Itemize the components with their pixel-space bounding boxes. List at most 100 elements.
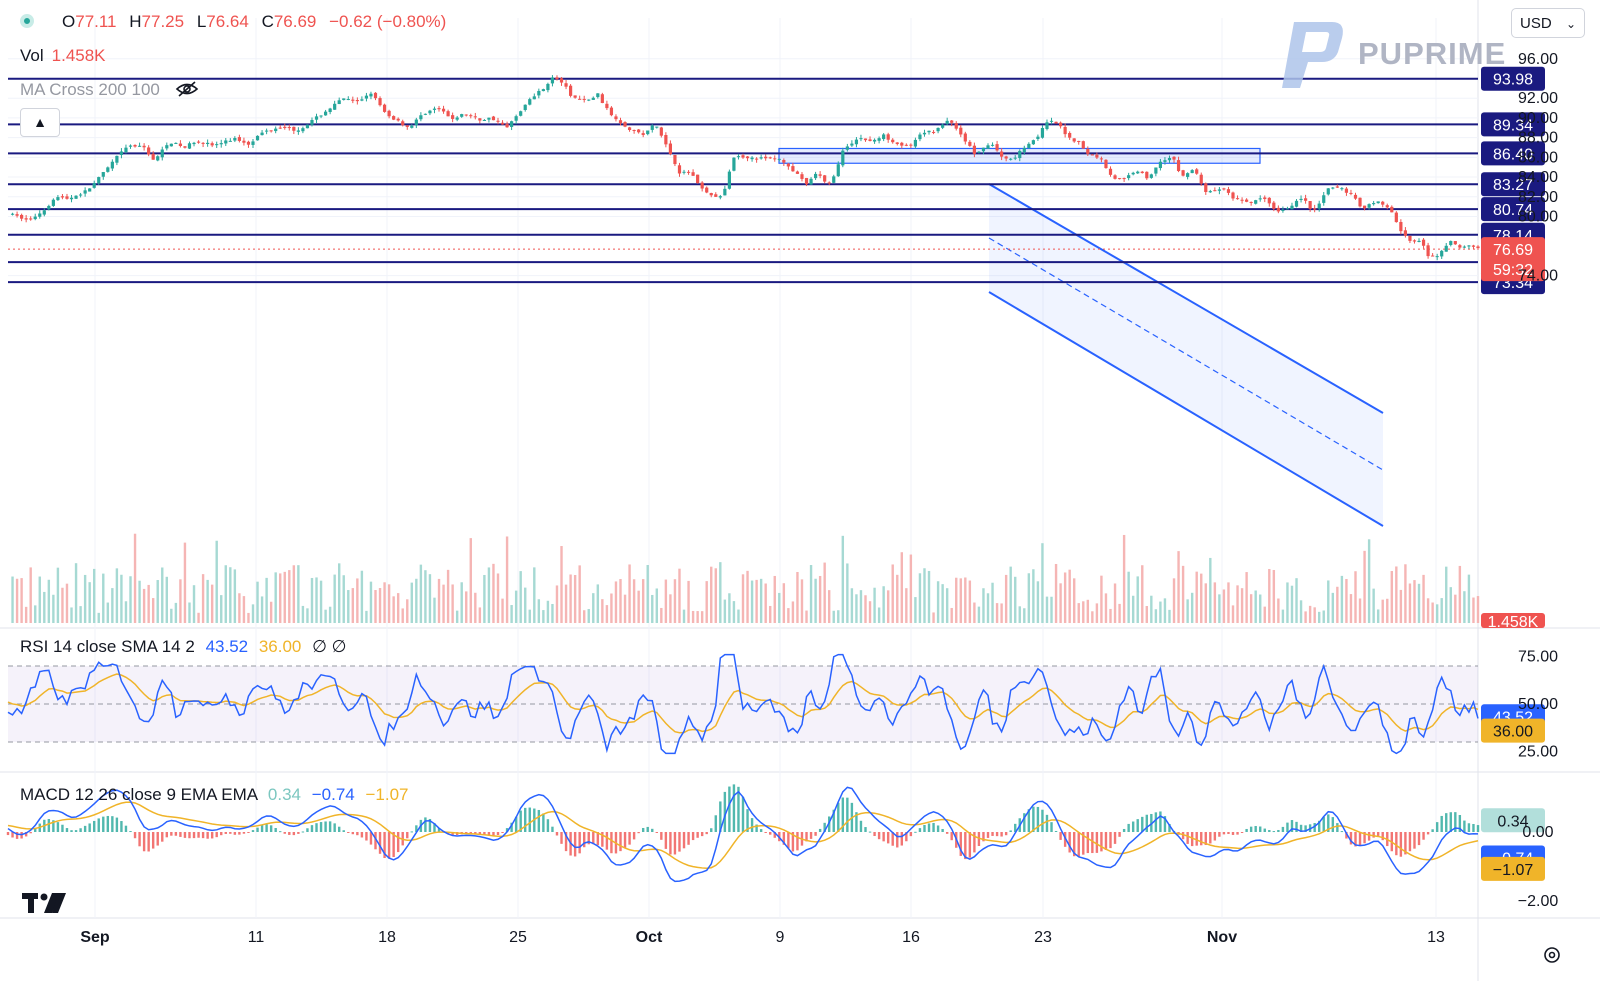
macd-histogram-bar — [1091, 832, 1094, 854]
macd-histogram-bar — [1376, 832, 1380, 837]
macd-histogram-bar — [1204, 832, 1207, 846]
macd-histogram-bar — [696, 832, 699, 838]
macd-histogram-bar — [1127, 823, 1130, 832]
candle-body — [868, 139, 872, 141]
candle-body — [841, 150, 845, 166]
volume-bar — [201, 574, 205, 623]
volume-bar — [891, 564, 894, 623]
candle-body — [936, 127, 940, 132]
candle-body — [736, 156, 741, 158]
macd-histogram-bar — [360, 832, 364, 838]
volume-bar — [1082, 601, 1085, 623]
candle-body — [115, 155, 119, 163]
candle-body — [578, 98, 582, 100]
candle-body — [1117, 178, 1122, 180]
candle-body — [1276, 207, 1280, 212]
volume-bar — [115, 568, 119, 623]
candle-body — [1326, 188, 1330, 195]
macd-histogram-bar — [560, 832, 563, 844]
volume-bar — [283, 571, 286, 623]
macd-histogram-bar — [1073, 832, 1076, 857]
macd-histogram-bar — [220, 832, 223, 836]
candle-body — [15, 214, 19, 216]
candle-body — [791, 166, 795, 172]
volume-bar — [719, 562, 722, 623]
collapse-legend-button[interactable]: ▲ — [20, 108, 60, 137]
macd-histogram-bar — [129, 831, 132, 833]
macd-histogram-bar — [700, 832, 704, 837]
volume-bar — [478, 607, 482, 623]
macd-histogram-bar — [52, 820, 55, 832]
candle-body — [1195, 169, 1199, 174]
volume-bar — [1240, 588, 1244, 623]
eye-hidden-icon[interactable] — [175, 80, 199, 98]
volume-bar — [1172, 578, 1176, 623]
candle-body — [1104, 159, 1108, 169]
candle-body — [786, 163, 790, 167]
candle-body — [1108, 168, 1113, 175]
currency-select[interactable]: USD ⌄ — [1511, 8, 1585, 38]
candle-body — [981, 147, 986, 152]
macd-histogram-bar — [338, 826, 341, 832]
macd-histogram-bar — [1077, 832, 1080, 857]
candle-body — [696, 174, 700, 183]
volume-bar — [428, 574, 432, 623]
volume-bar — [614, 581, 618, 623]
volume-bar — [328, 606, 332, 623]
candle-body — [990, 144, 995, 146]
volume-bar — [360, 570, 364, 623]
candle-body — [718, 196, 722, 198]
macd-histogram-bar — [732, 784, 736, 832]
volume-bar — [505, 536, 509, 623]
macd-histogram-bar — [1159, 811, 1162, 832]
candle-body — [355, 100, 359, 102]
volume-bar — [1458, 565, 1462, 623]
macd-histogram-bar — [210, 832, 214, 839]
candle-body — [1181, 170, 1185, 176]
volume-bar — [1290, 585, 1294, 623]
candle-body — [187, 143, 192, 149]
candle-body — [809, 178, 813, 185]
macd-histogram-bar — [691, 832, 695, 841]
candle-body — [20, 214, 24, 219]
ma-cross-legend[interactable]: MA Cross 200 100 — [20, 80, 199, 100]
volume-bar — [936, 581, 940, 623]
macd-value-label: −1.07 — [1493, 862, 1534, 879]
candle-body — [550, 77, 555, 84]
level-badge — [1481, 172, 1545, 197]
volume-bar — [1435, 604, 1439, 623]
macd-histogram-bar — [628, 832, 631, 845]
volume-bar — [682, 609, 686, 623]
macd-histogram-bar — [1331, 817, 1335, 832]
volume-bar — [959, 578, 962, 623]
candle-body — [827, 182, 831, 184]
macd-histogram-bar — [945, 832, 949, 834]
candle-body — [745, 156, 750, 159]
macd-histogram-bar — [147, 832, 150, 852]
gear-icon[interactable] — [1541, 944, 1563, 966]
volume-bar — [1213, 582, 1217, 623]
candle-body — [1394, 212, 1398, 223]
volume-bar — [1195, 571, 1198, 623]
price-tick-label: 88.00 — [1518, 130, 1558, 147]
macd-histogram-bar — [1050, 822, 1053, 832]
volume-bar — [365, 610, 368, 623]
candle-body — [650, 125, 654, 130]
macd-histogram-bar — [283, 832, 286, 834]
macd-histogram-bar — [655, 832, 658, 833]
volume-bar — [1190, 592, 1194, 623]
macd-histogram-bar — [1327, 814, 1330, 832]
candle-body — [387, 110, 391, 117]
candle-body — [818, 174, 822, 176]
volume-bar — [93, 568, 96, 623]
volume-bar — [183, 542, 187, 623]
macd-histogram-bar — [161, 832, 164, 842]
volume-bar — [555, 585, 559, 623]
candle-body — [1340, 188, 1344, 190]
macd-histogram-bar — [623, 832, 627, 848]
candle-body — [677, 165, 682, 174]
macd-histogram-bar — [315, 823, 318, 832]
candle-body — [963, 133, 967, 142]
macd-histogram-bar — [714, 815, 717, 832]
